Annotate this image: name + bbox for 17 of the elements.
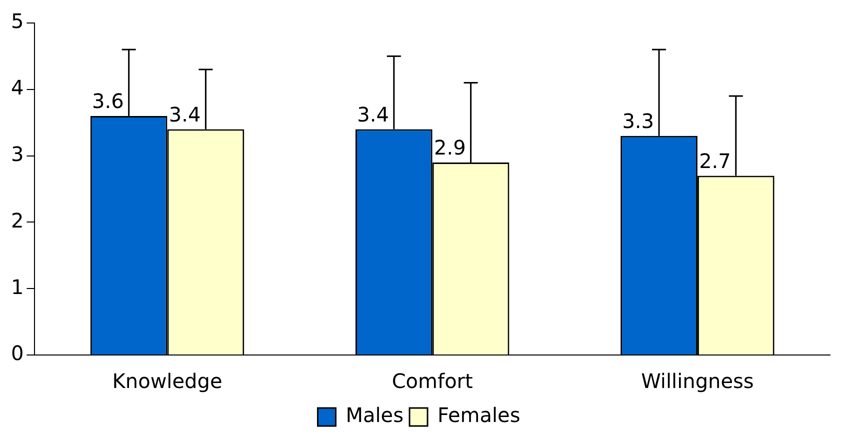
legend-label: Males [346,403,404,428]
y-tick-label: 3 [10,142,24,166]
y-tick-label: 2 [10,208,24,232]
x-tick-label: Willingness [641,369,754,394]
data-label: 2.7 [699,148,731,173]
x-tick-label: Knowledge [112,369,222,394]
data-label: 3.3 [622,109,654,134]
legend-label: Females [438,403,520,428]
y-tick-label: 0 [10,341,24,366]
y-tick-label: 4 [10,76,24,100]
y-tick-label: 1 [10,274,24,299]
y-tick-label: 5 [10,9,24,34]
x-tick-label: Comfort [392,369,474,394]
data-label: 2.9 [434,136,466,160]
data-label: 3.4 [357,102,389,126]
data-label: 3.6 [92,89,124,114]
data-label: 3.4 [168,102,201,126]
